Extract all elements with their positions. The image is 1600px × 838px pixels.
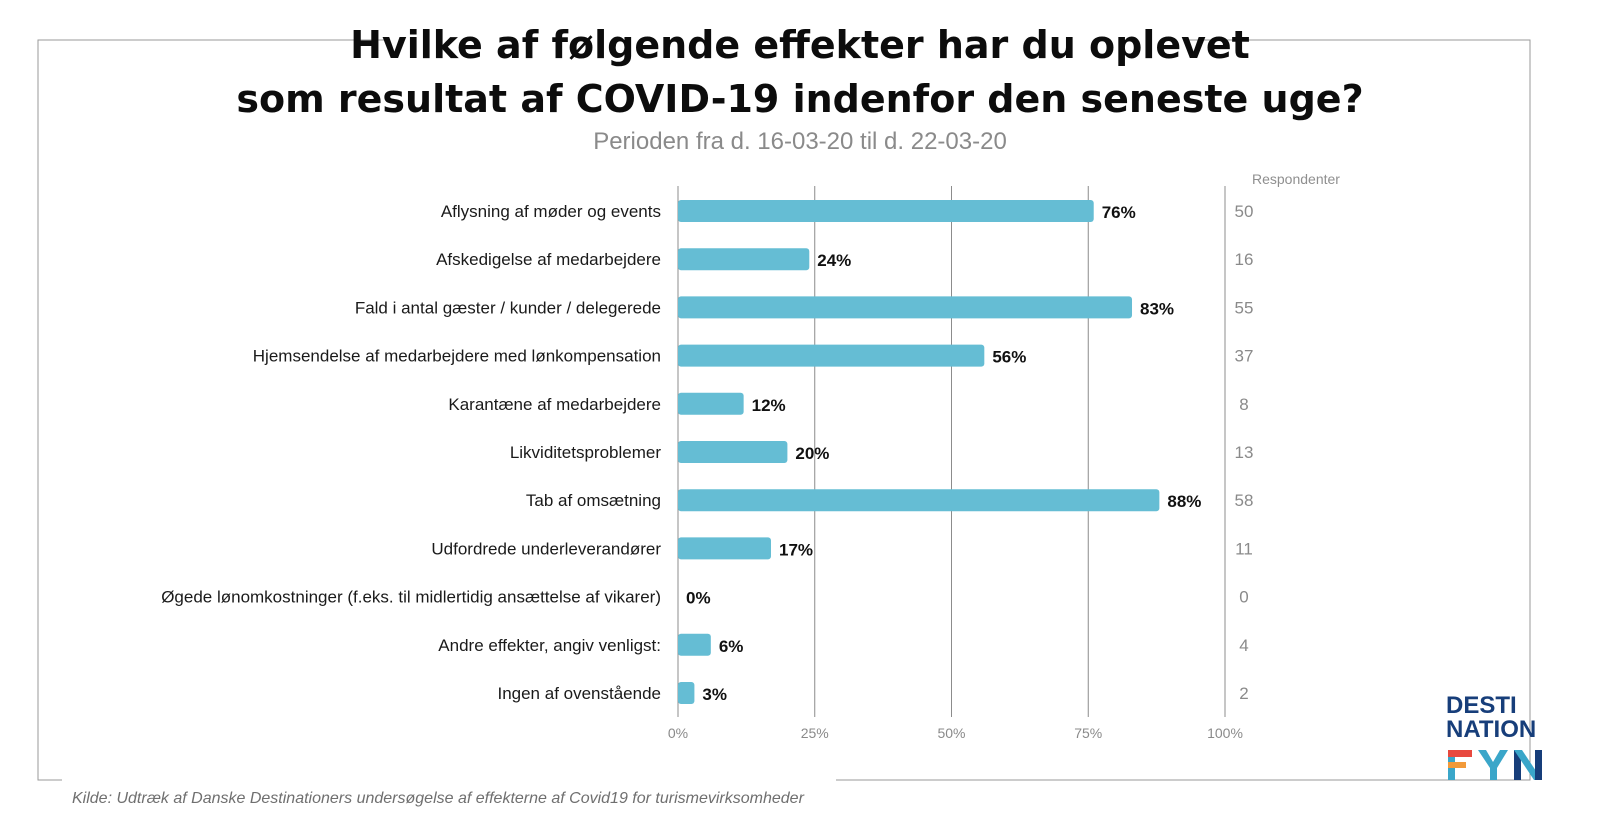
category-label: Aflysning af møder og events: [441, 202, 661, 221]
value-label: 17%: [779, 540, 813, 559]
respondent-count: 4: [1239, 636, 1248, 655]
category-label: Hjemsendelse af medarbejdere med lønkomp…: [253, 347, 661, 366]
respondent-count: 8: [1239, 395, 1248, 414]
logo-line2: NATION: [1446, 716, 1537, 743]
x-tick-label: 75%: [1074, 725, 1102, 741]
bar: [678, 537, 771, 560]
value-label: 12%: [752, 396, 786, 415]
respondents-header: Respondenter: [1252, 171, 1340, 187]
x-tick-labels: 0% 25% 50% 75% 100%: [668, 725, 1243, 741]
value-label: 83%: [1140, 299, 1174, 318]
value-label: 0%: [686, 589, 711, 608]
respondent-count: 37: [1235, 347, 1254, 366]
logo-fyn-mark: [1448, 750, 1542, 780]
bar: [678, 200, 1094, 222]
value-label: 24%: [817, 251, 851, 270]
chart-subtitle: Perioden fra d. 16-03-20 til d. 22-03-20: [593, 128, 1007, 155]
frame-left: [37, 39, 390, 781]
value-label: 76%: [1102, 203, 1136, 222]
bar: [678, 296, 1133, 319]
respondent-count: 2: [1239, 684, 1248, 703]
bars: [678, 200, 1160, 704]
category-label: Øgede lønomkostninger (f.eks. til midler…: [161, 588, 661, 607]
category-label: Ingen af ovenstående: [497, 684, 661, 703]
category-label: Udfordrede underleverandører: [431, 539, 661, 558]
category-label: Tab af omsætning: [526, 491, 661, 510]
source-note: Kilde: Udtræk af Danske Destinationers u…: [72, 790, 804, 807]
category-label: Fald i antal gæster / kunder / delegered…: [355, 298, 661, 317]
category-label: Karantæne af medarbejdere: [448, 395, 661, 414]
bar: [678, 392, 744, 415]
category-label: Likviditetsproblemer: [510, 443, 662, 462]
category-label: Afskedigelse af medarbejdere: [436, 250, 661, 269]
x-tick-label: 25%: [801, 725, 829, 741]
x-tick-label: 50%: [937, 725, 965, 741]
respondent-count: 13: [1235, 443, 1254, 462]
respondent-count: 11: [1235, 539, 1253, 558]
bar: [678, 489, 1160, 512]
respondent-count: 16: [1235, 250, 1254, 269]
chart-title-line1: Hvilke af følgende effekter har du oplev…: [350, 23, 1250, 67]
respondent-counts: 50 16 55 37 8 13 58 11 0 4 2: [1235, 202, 1254, 703]
x-tick-label: 100%: [1207, 725, 1243, 741]
destination-fyn-logo: DESTI NATION: [1446, 694, 1556, 787]
bar: [678, 441, 788, 463]
category-label: Andre effekter, angiv venligst:: [438, 636, 661, 655]
respondent-count: 0: [1239, 588, 1248, 607]
value-labels: 76% 24% 83% 56% 12% 20% 88% 17% 0% 6% 3%: [686, 203, 1201, 704]
bar: [678, 344, 985, 367]
value-label: 20%: [795, 444, 829, 463]
value-label: 3%: [702, 685, 727, 704]
bar: [678, 682, 695, 704]
chart-title-line2: som resultat af COVID-19 indenfor den se…: [236, 77, 1364, 121]
respondent-count: 50: [1235, 202, 1254, 221]
logo-line1: DESTI: [1446, 692, 1517, 719]
respondent-count: 55: [1235, 298, 1254, 317]
x-tick-label: 0%: [668, 725, 688, 741]
category-labels: Aflysning af møder og events Afskedigelse…: [161, 202, 661, 703]
frame-border: [37, 39, 1531, 781]
bar: [678, 633, 711, 656]
value-label: 56%: [992, 348, 1026, 367]
frame-right: [836, 39, 1531, 781]
value-label: 6%: [719, 637, 744, 656]
respondent-count: 58: [1235, 491, 1254, 510]
bar: [678, 248, 810, 271]
value-label: 88%: [1167, 492, 1201, 511]
